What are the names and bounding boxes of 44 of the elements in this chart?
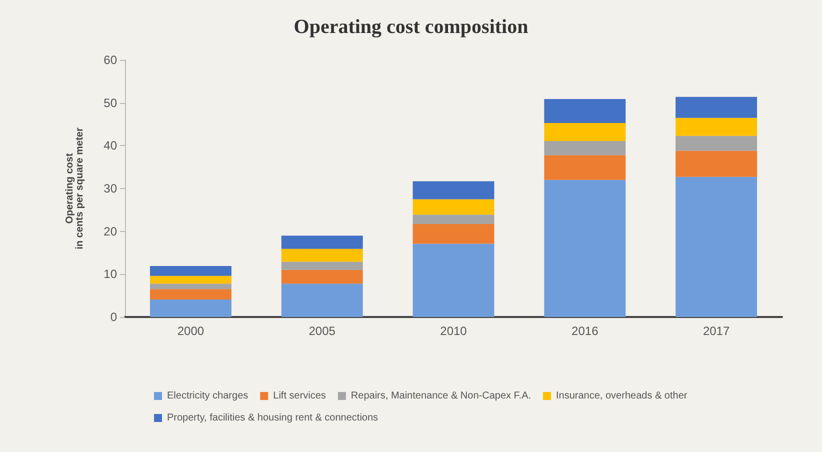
bar (544, 140, 626, 156)
x-tick-label: 2017 (702, 324, 730, 338)
x-tick-label: 2005 (308, 324, 336, 338)
y-tick-label: 50 (104, 96, 118, 110)
x-tick-label: 2000 (177, 324, 204, 338)
bar (412, 214, 494, 224)
bar (544, 122, 626, 141)
bar (150, 299, 232, 317)
y-tick-label: 60 (104, 53, 118, 67)
bar (281, 262, 363, 270)
bar (150, 276, 232, 284)
bar (544, 155, 626, 180)
bar (281, 236, 363, 249)
chart-title: Operating cost composition (294, 16, 528, 38)
x-tick-label: 2016 (572, 324, 599, 338)
bar (544, 98, 626, 123)
legend-label: Lift services (273, 390, 326, 402)
bar (676, 150, 758, 177)
y-tick-label: 10 (104, 267, 118, 282)
y-tick-label: 20 (104, 224, 118, 238)
bar (676, 136, 758, 151)
bar (412, 181, 494, 200)
bar (676, 118, 758, 136)
y-axis-title: Operating cost in cents per square meter (64, 128, 86, 250)
bar (281, 248, 363, 262)
y-tick-label: 0 (110, 310, 118, 324)
bar (544, 180, 626, 317)
legend-label: Property, facilities & housing rent & connections (167, 412, 378, 424)
x-tick-label: 2010 (440, 324, 468, 338)
bar (676, 96, 758, 118)
bar (281, 270, 363, 284)
bar (676, 176, 758, 317)
bar (281, 284, 363, 317)
legend-label: Repairs, Maintenance & Non-Capex F.A. (350, 390, 532, 402)
y-tick-label: 40 (104, 138, 118, 153)
bar (150, 284, 232, 290)
legend-label: Electricity charges (167, 390, 248, 402)
bar (412, 224, 494, 244)
bar (412, 244, 494, 317)
bar (150, 266, 232, 276)
legend-label: Insurance, overheads & other (556, 390, 688, 402)
y-tick-label: 30 (104, 182, 118, 196)
bar (412, 199, 494, 215)
bar (150, 289, 232, 300)
